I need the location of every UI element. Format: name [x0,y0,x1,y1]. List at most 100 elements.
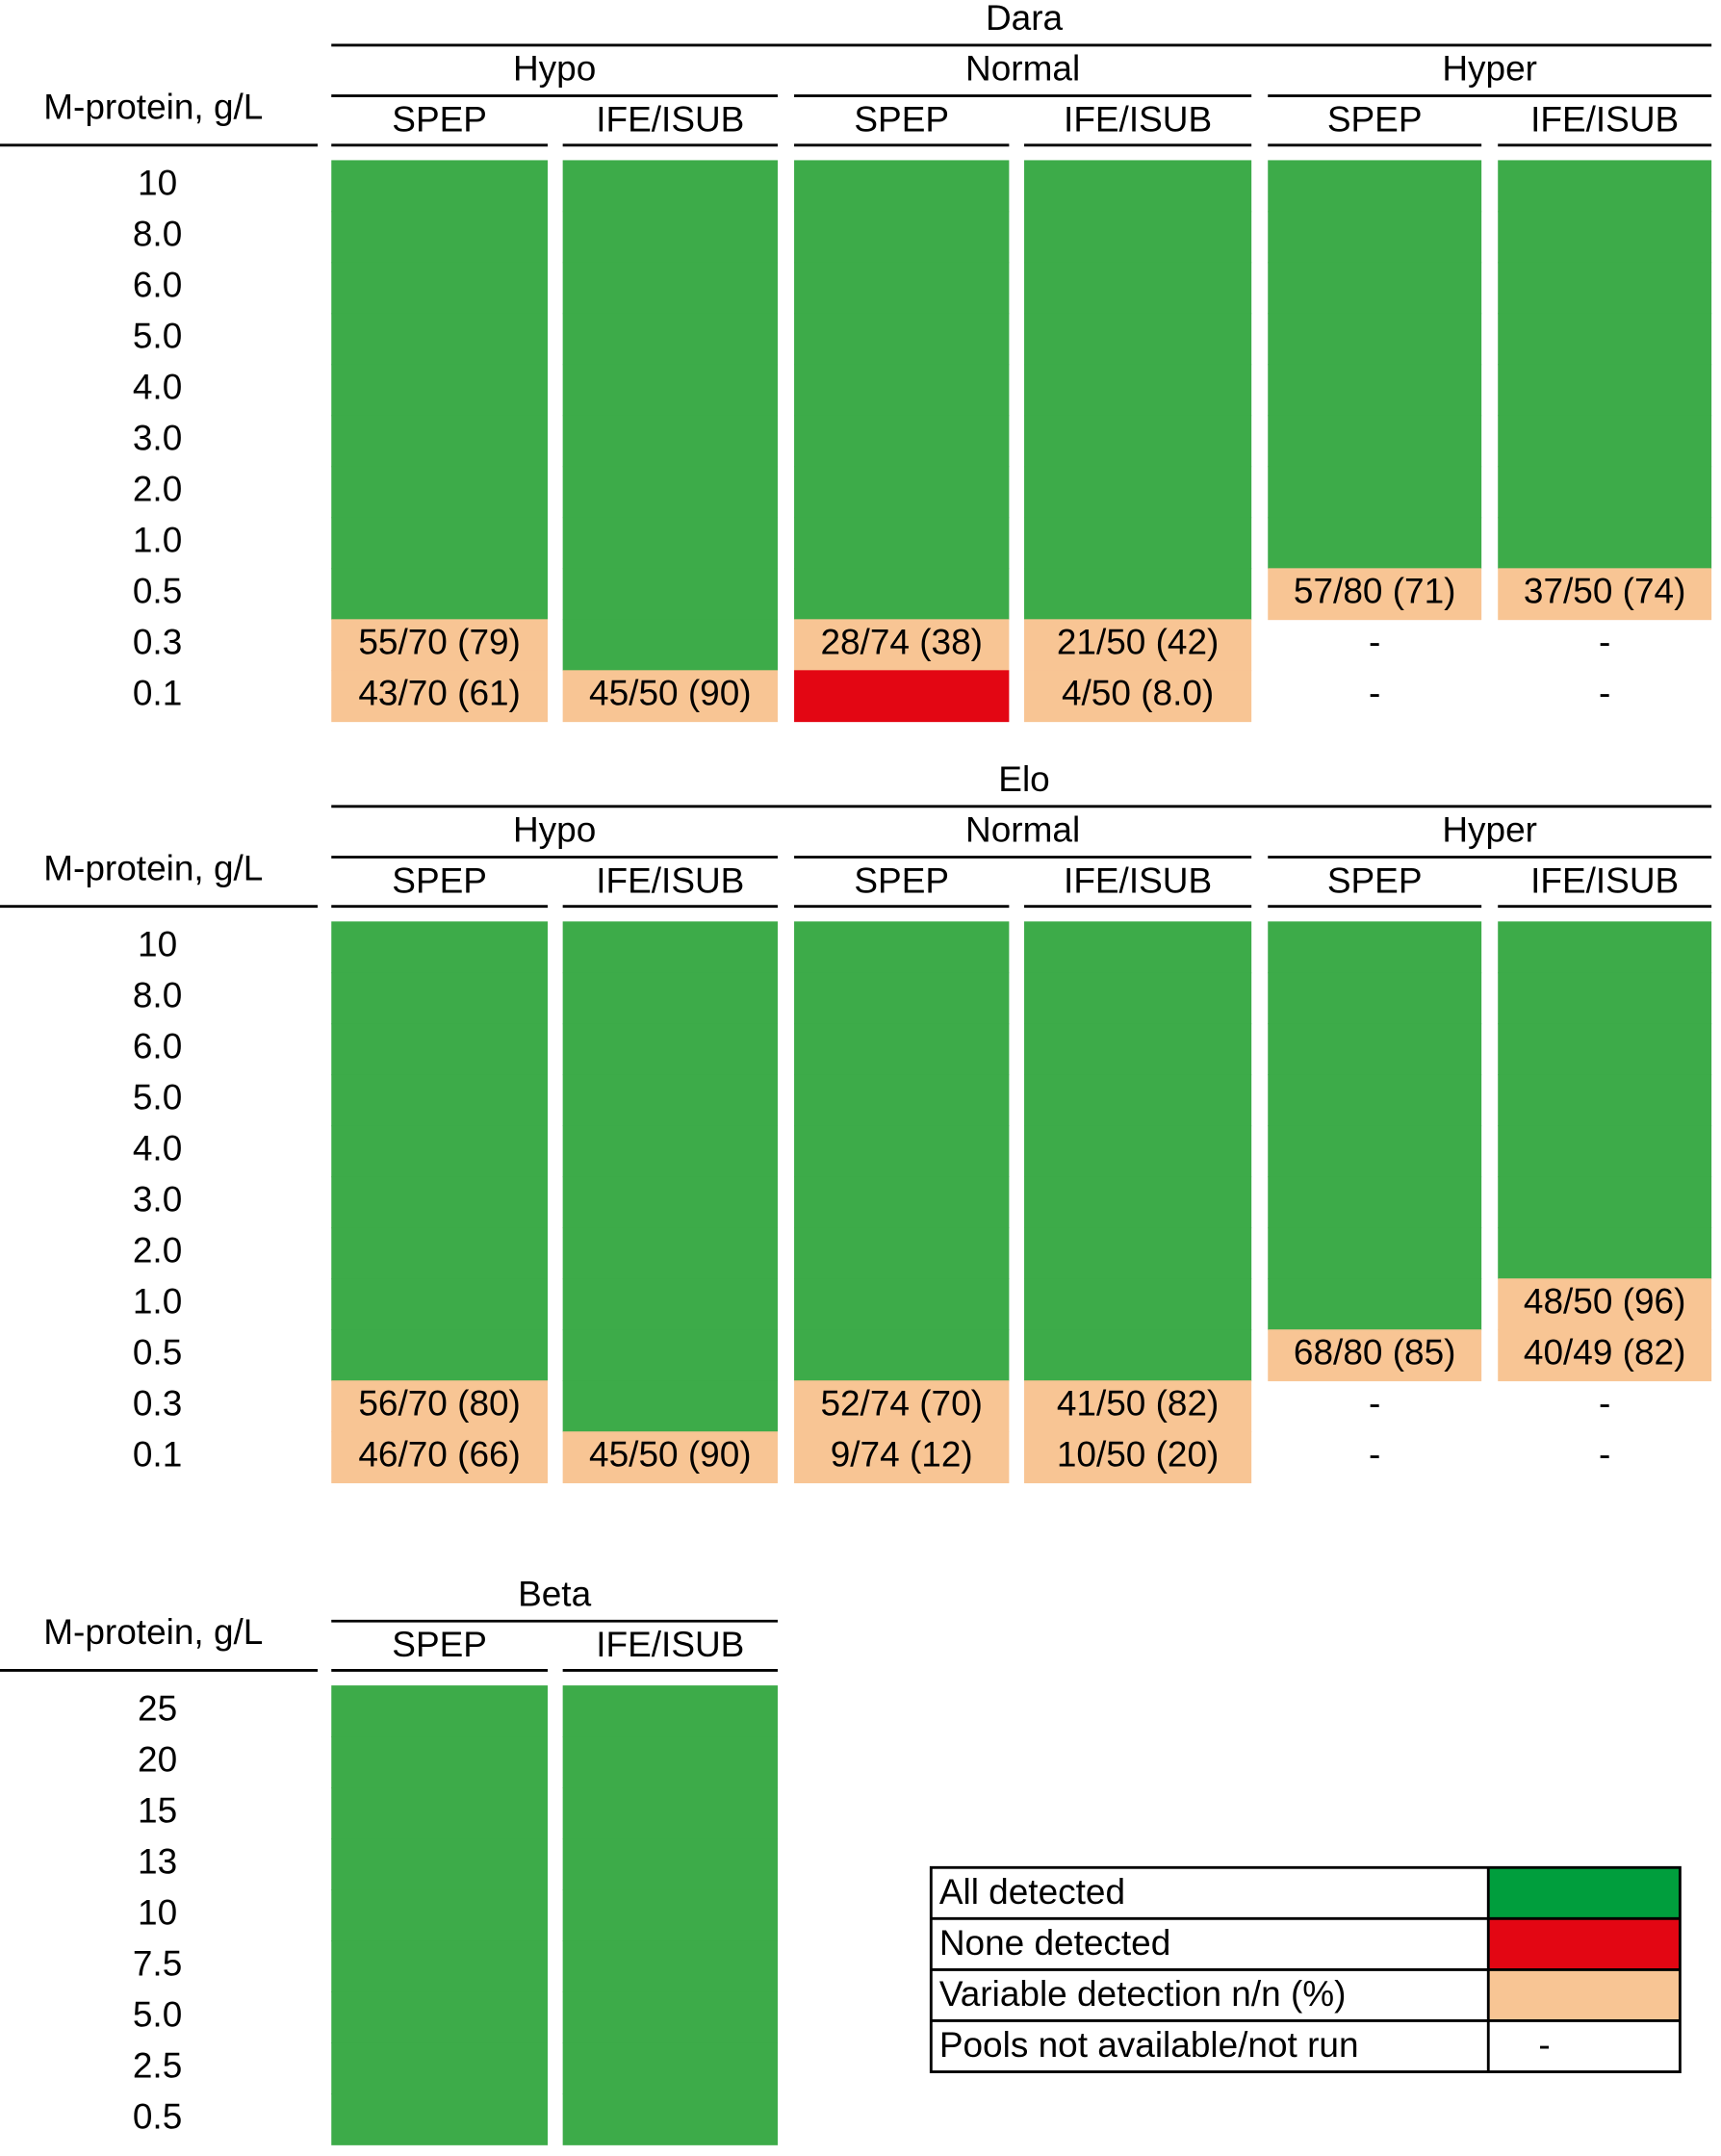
row-label: 2.0 [133,470,182,509]
cell-text: 48/50 (96) [1524,1282,1686,1322]
cell [794,1380,1010,1433]
row-label: 10 [138,925,177,964]
group-label: Normal [965,810,1080,850]
cell [1498,517,1712,570]
cell [1498,1329,1712,1382]
row-label: 1.0 [133,1282,182,1322]
cell [1268,415,1482,468]
cell [1498,415,1712,468]
cell [331,1074,548,1127]
cell-text: 21/50 (42) [1057,623,1220,662]
column-label: SPEP [392,1625,487,1664]
cell [794,160,1010,213]
cell [1024,1176,1252,1229]
cell [794,1023,1010,1076]
cell [1024,1227,1252,1280]
row-label: 8.0 [133,976,182,1015]
row-label: 0.5 [133,572,182,611]
cell [331,1940,548,1992]
cell [331,2093,548,2145]
cell [1268,1329,1482,1382]
row-label: 4.0 [133,1129,182,1168]
cell [1498,1176,1712,1229]
column-label: IFE/ISUB [1064,99,1212,139]
cell [1498,313,1712,366]
row-label: 3.0 [133,419,182,458]
cell [794,466,1010,519]
cell [562,313,778,366]
cell [1024,211,1252,264]
cell-text: - [1599,623,1610,662]
cell [1498,921,1712,974]
cell [1268,1227,1482,1280]
cell [1498,466,1712,519]
cell-text: 40/49 (82) [1524,1333,1686,1373]
cell [1268,1278,1482,1331]
cell [562,1940,778,1992]
cell-text: 56/70 (80) [358,1383,521,1423]
cell [794,517,1010,570]
cell-text: 45/50 (90) [589,674,752,713]
cell [1024,972,1252,1025]
cell [331,1227,548,1280]
row-label: 6.0 [133,266,182,305]
cell [1268,1074,1482,1127]
cell-text: 68/80 (85) [1294,1333,1456,1373]
column-label: IFE/ISUB [596,99,744,139]
cell [331,1889,548,1941]
cell [562,1889,778,1941]
cell [1268,313,1482,366]
legend-label: All detected [939,1872,1125,1912]
cell [562,415,778,468]
row-label: 7.5 [133,1943,182,1983]
cell [331,517,548,570]
cell [562,1125,778,1178]
cell [794,1278,1010,1331]
cell [562,517,778,570]
cell [794,313,1010,366]
row-label: 0.3 [133,1383,182,1423]
cell [331,1685,548,1737]
column-label: SPEP [1327,860,1423,900]
cell [331,1023,548,1076]
cell [1268,364,1482,417]
cell [1268,1125,1482,1178]
cell-text: 9/74 (12) [831,1434,973,1474]
cell [1268,1176,1482,1229]
cell [331,1278,548,1331]
row-label: 3.0 [133,1180,182,1219]
cell [794,972,1010,1025]
cell [794,921,1010,974]
cell [1024,619,1252,672]
cell [331,211,548,264]
row-label: 0.5 [133,1333,182,1373]
cell-text: - [1369,623,1380,662]
cell [1498,1278,1712,1331]
row-label: 2.0 [133,1231,182,1270]
cell [794,415,1010,468]
legend-label: Pools not available/not run [939,2025,1359,2065]
cell [331,972,548,1025]
legend-label: Variable detection n/n (%) [939,1974,1347,2014]
cell [331,921,548,974]
row-label: 6.0 [133,1027,182,1066]
cell [1024,1125,1252,1178]
column-label: SPEP [392,99,487,139]
column-label: IFE/ISUB [596,1625,744,1664]
cell [331,466,548,519]
cell [331,1838,548,1890]
row-label: 0.1 [133,674,182,713]
column-label: SPEP [854,99,949,139]
column-label: SPEP [854,860,949,900]
cell [1498,211,1712,264]
row-label: 13 [138,1841,177,1881]
cell [562,972,778,1025]
row-label: 20 [138,1739,177,1779]
cell [1498,972,1712,1025]
row-label: 8.0 [133,215,182,254]
cell-text: 52/74 (70) [820,1383,983,1423]
group-label: Hyper [1442,810,1537,850]
row-label: 15 [138,1790,177,1830]
cell [794,1125,1010,1178]
